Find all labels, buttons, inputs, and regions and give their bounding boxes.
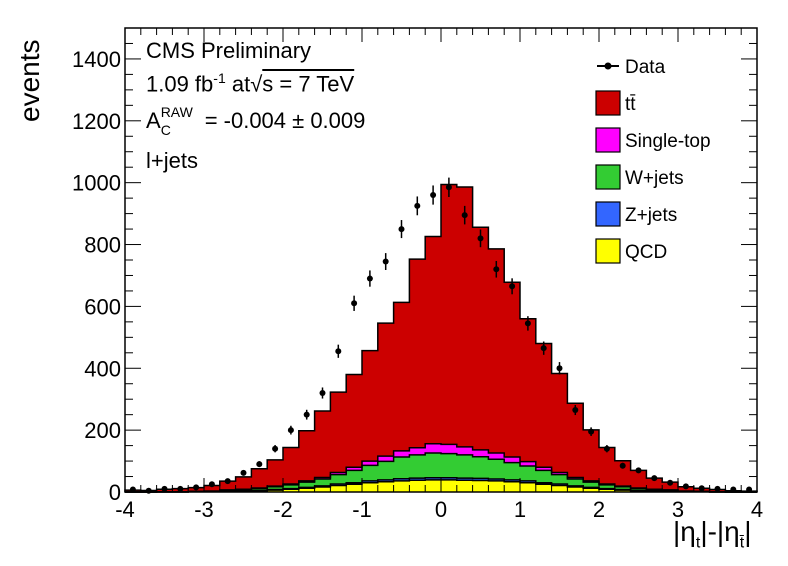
y-tick-label: 200 xyxy=(84,418,121,443)
x-tick-label: 4 xyxy=(751,497,763,522)
data-point xyxy=(603,445,610,452)
data-point xyxy=(256,461,263,468)
data-point xyxy=(477,235,484,242)
sqrt-symbol: √ xyxy=(250,71,263,97)
data-point xyxy=(240,469,247,476)
y-axis-title: events xyxy=(14,39,45,123)
energy-value: s = 7 TeV xyxy=(262,71,355,97)
data-point xyxy=(366,275,373,282)
legend-label: Data xyxy=(625,57,666,78)
data-point xyxy=(682,483,689,490)
data-point xyxy=(509,283,516,290)
data-point xyxy=(619,462,626,469)
data-point xyxy=(651,475,658,482)
stack-layer xyxy=(124,183,758,493)
data-point xyxy=(303,411,310,418)
data-point xyxy=(145,487,152,494)
data-point xyxy=(746,486,753,493)
data-point xyxy=(224,478,231,485)
channel-label: l+jets xyxy=(146,148,198,173)
y-tick-label: 400 xyxy=(84,356,121,381)
x-tick-label: 2 xyxy=(593,497,605,522)
legend-label: tt̄ xyxy=(625,94,636,115)
data-point xyxy=(177,485,184,492)
x-tick-label: -4 xyxy=(115,497,135,522)
legend-data-marker xyxy=(604,62,612,70)
xlabel-end: | xyxy=(744,516,752,547)
data-point xyxy=(698,485,705,492)
data-point xyxy=(398,226,405,233)
xlabel-sub2: t̄ xyxy=(739,534,745,552)
data-point xyxy=(445,184,452,191)
data-point xyxy=(430,192,437,199)
legend-label: Z+jets xyxy=(625,205,677,226)
data-layer xyxy=(129,177,753,494)
lumi-exponent: -1 xyxy=(213,70,226,86)
legend-label: Single-top xyxy=(625,131,711,152)
data-point xyxy=(208,481,215,488)
y-tick-label: 0 xyxy=(109,480,121,505)
legend: Data tt̄ Single-top W+jets Z+jets QCD xyxy=(595,57,711,264)
y-tick-label: 1000 xyxy=(72,171,121,196)
asym-A: A xyxy=(146,108,161,133)
legend-swatch xyxy=(595,201,621,227)
lumi-at: at xyxy=(225,71,251,97)
data-point xyxy=(287,427,294,434)
data-point xyxy=(667,479,674,486)
x-tick-label: 1 xyxy=(514,497,526,522)
data-point xyxy=(414,202,421,209)
xlabel-sub1: t xyxy=(695,534,701,552)
data-point xyxy=(335,348,342,355)
data-point xyxy=(382,258,389,265)
x-tick-label: 0 xyxy=(435,497,447,522)
x-tick-label: -1 xyxy=(352,497,372,522)
xlabel-eta1: |η xyxy=(673,516,696,547)
legend-swatch xyxy=(595,164,621,190)
y-tick-label: 1400 xyxy=(72,47,121,72)
x-tick-label: -3 xyxy=(194,497,214,522)
data-point xyxy=(161,485,168,492)
data-point xyxy=(572,407,579,414)
data-point xyxy=(193,484,200,491)
axis-layer: -4 -3 -2 -1 0 1 2 3 4 0 200 400 600 800 1000 1200 1400 xyxy=(72,27,763,522)
cms-label: CMS Preliminary xyxy=(146,38,312,63)
y-tick-label: 800 xyxy=(84,233,121,258)
data-point xyxy=(524,320,531,327)
asym-sup: RAW xyxy=(160,104,193,120)
asymmetry-label: A RAW C = -0.004 ± 0.009 xyxy=(146,104,366,138)
lumi-value: 1.09 fb xyxy=(146,71,214,97)
legend-label: QCD xyxy=(625,242,667,263)
data-point xyxy=(588,428,595,435)
x-tick-label: 3 xyxy=(672,497,684,522)
data-point xyxy=(714,485,721,492)
legend-swatch xyxy=(595,238,621,264)
data-point xyxy=(351,300,358,307)
data-point xyxy=(730,486,737,493)
data-point xyxy=(635,467,642,474)
luminosity-label: 1.09 fb-1 at√s = 7 TeV xyxy=(146,70,354,97)
data-point xyxy=(319,390,326,397)
data-point xyxy=(556,365,563,372)
asym-sub: C xyxy=(160,122,171,138)
y-tick-label: 600 xyxy=(84,294,121,319)
data-point xyxy=(272,445,279,452)
x-tick-label: -2 xyxy=(273,497,293,522)
stack-area-tt xyxy=(125,184,757,493)
y-tick-label: 1200 xyxy=(72,109,121,134)
data-point xyxy=(461,212,468,219)
xlabel-eta2: |-|η xyxy=(700,516,740,547)
data-point xyxy=(540,345,547,352)
legend-label: W+jets xyxy=(625,168,684,189)
data-point xyxy=(129,486,136,493)
data-point xyxy=(493,266,500,273)
asym-value: = -0.004 ± 0.009 xyxy=(204,108,366,133)
x-axis-title: |ηt|-|ηt̄| xyxy=(673,516,752,553)
legend-swatch xyxy=(595,127,621,153)
legend-swatch xyxy=(595,90,621,116)
